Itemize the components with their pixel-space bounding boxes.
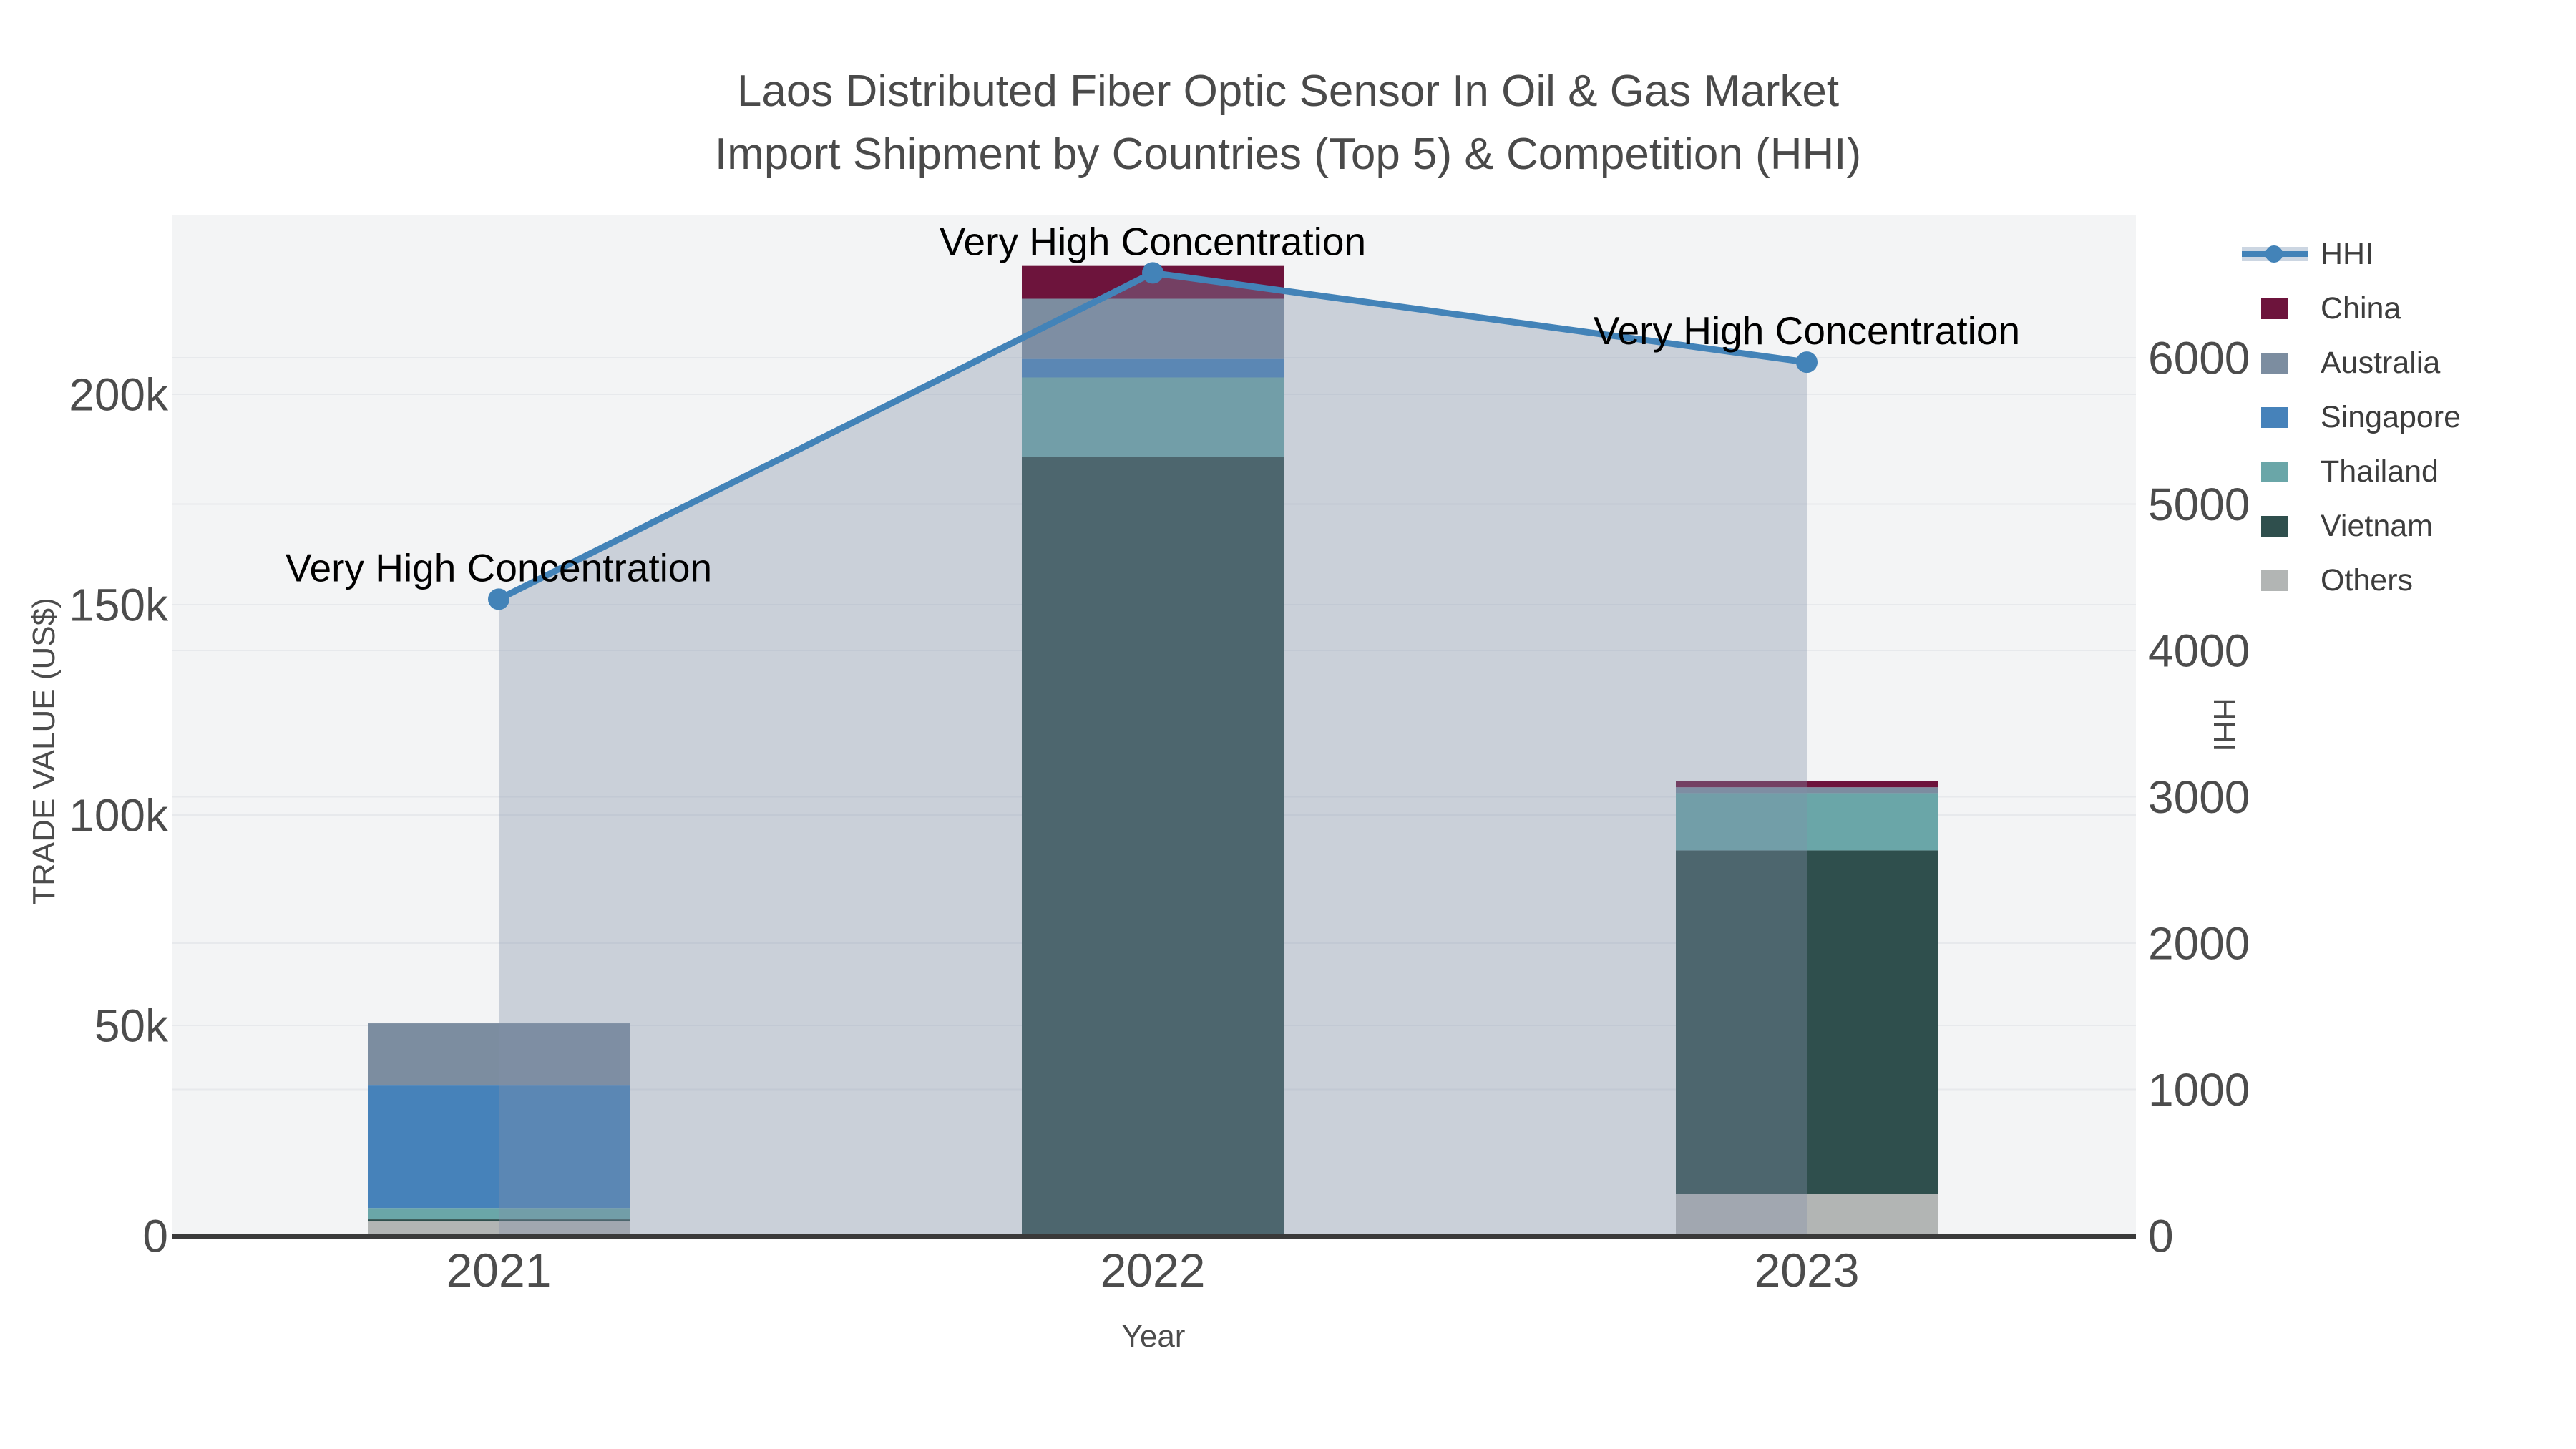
legend-label: HHI: [2321, 236, 2374, 271]
y-right-tick-4000: 4000: [2148, 625, 2250, 676]
bar-segment-australia-2021[interactable]: [368, 1023, 630, 1086]
legend-swatch-icon: [2242, 390, 2308, 444]
legend-item-china[interactable]: China: [2242, 281, 2461, 336]
hhi-line-swatch-icon: [2242, 227, 2308, 281]
color-swatch-others: [2261, 570, 2288, 591]
x-tick-2022: 2022: [1101, 1244, 1206, 1297]
legend-swatch-icon: [2242, 336, 2308, 390]
legend-item-others[interactable]: Others: [2242, 553, 2461, 608]
legend-label: Vietnam: [2321, 508, 2433, 543]
y-right-tick-2000: 2000: [2148, 917, 2250, 969]
x-axis-line: [172, 1234, 2136, 1239]
bar-segment-singapore-2021[interactable]: [368, 1085, 630, 1209]
bar-segment-singapore-2022[interactable]: [1022, 358, 1284, 378]
y-right-tick-3000: 3000: [2148, 771, 2250, 823]
legend-swatch-icon: [2242, 499, 2308, 553]
color-swatch-singapore: [2261, 407, 2288, 428]
y-right-tick-5000: 5000: [2148, 479, 2250, 530]
legend-item-vietnam[interactable]: Vietnam: [2242, 499, 2461, 553]
color-swatch-vietnam: [2261, 516, 2288, 537]
hhi-marker-2023[interactable]: [1796, 351, 1818, 374]
y-left-tick-200k: 200k: [69, 369, 169, 420]
bar-segment-vietnam-2022[interactable]: [1022, 457, 1284, 1236]
chart-title-line1: Laos Distributed Fiber Optic Sensor In O…: [736, 67, 1840, 116]
bar-segment-australia-2023[interactable]: [1676, 787, 1938, 794]
bar-segment-thailand-2021[interactable]: [368, 1208, 630, 1220]
hhi-marker-2022[interactable]: [1142, 262, 1163, 284]
legend-item-singapore[interactable]: Singapore: [2242, 390, 2461, 444]
legend-item-hhi[interactable]: HHI: [2242, 227, 2461, 281]
y-left-tick-50k: 50k: [94, 1000, 169, 1051]
bar-segment-vietnam-2021[interactable]: [368, 1219, 630, 1222]
legend-label: Australia: [2321, 345, 2441, 380]
hhi-marker-sample: [2265, 245, 2283, 263]
annotation-2021: Very High Concentration: [286, 545, 712, 590]
y-axis-title-left: TRADE VALUE (US$): [26, 597, 62, 905]
bar-segment-thailand-2022[interactable]: [1022, 377, 1284, 457]
legend: HHI China Australia Singapore Thailand Vietna…: [2242, 227, 2461, 608]
legend-label: China: [2321, 291, 2401, 326]
bar-segment-china-2023[interactable]: [1676, 781, 1938, 788]
hhi-area-fill: [499, 273, 1807, 1236]
legend-swatch-icon: [2242, 281, 2308, 336]
bar-segment-others-2021[interactable]: [368, 1221, 630, 1236]
y-right-tick-0: 0: [2148, 1210, 2174, 1262]
y-left-tick-0: 0: [142, 1210, 168, 1262]
chart-title-line2: Import Shipment by Countries (Top 5) & C…: [714, 130, 1862, 179]
y-axis-title-right: HHI: [2207, 698, 2242, 752]
y-left-tick-150k: 150k: [69, 579, 169, 630]
color-swatch-thailand: [2261, 462, 2288, 482]
chart-title: Laos Distributed Fiber Optic Sensor In O…: [0, 60, 2576, 186]
bar-segment-vietnam-2023[interactable]: [1676, 850, 1938, 1194]
color-swatch-australia: [2261, 353, 2288, 374]
annotation-2022: Very High Concentration: [940, 219, 1366, 263]
legend-swatch-icon: [2242, 444, 2308, 499]
legend-item-thailand[interactable]: Thailand: [2242, 444, 2461, 499]
y-right-tick-1000: 1000: [2148, 1064, 2250, 1116]
x-axis-title: Year: [1121, 1319, 1186, 1354]
bar-segment-others-2023[interactable]: [1676, 1194, 1938, 1236]
y-left-tick-100k: 100k: [69, 789, 169, 841]
bar-segment-australia-2022[interactable]: [1022, 298, 1284, 359]
legend-item-australia[interactable]: Australia: [2242, 336, 2461, 390]
legend-label: Thailand: [2321, 454, 2439, 489]
hhi-marker-2021[interactable]: [488, 588, 509, 610]
legend-label: Singapore: [2321, 399, 2462, 434]
x-tick-2021: 2021: [447, 1244, 552, 1297]
bar-segment-thailand-2023[interactable]: [1676, 793, 1938, 851]
color-swatch-china: [2261, 298, 2288, 319]
annotation-2023: Very High Concentration: [1594, 308, 2020, 353]
x-tick-2023: 2023: [1755, 1244, 1860, 1297]
y-right-tick-6000: 6000: [2148, 332, 2250, 384]
legend-label: Others: [2321, 562, 2414, 597]
legend-swatch-icon: [2242, 553, 2308, 608]
